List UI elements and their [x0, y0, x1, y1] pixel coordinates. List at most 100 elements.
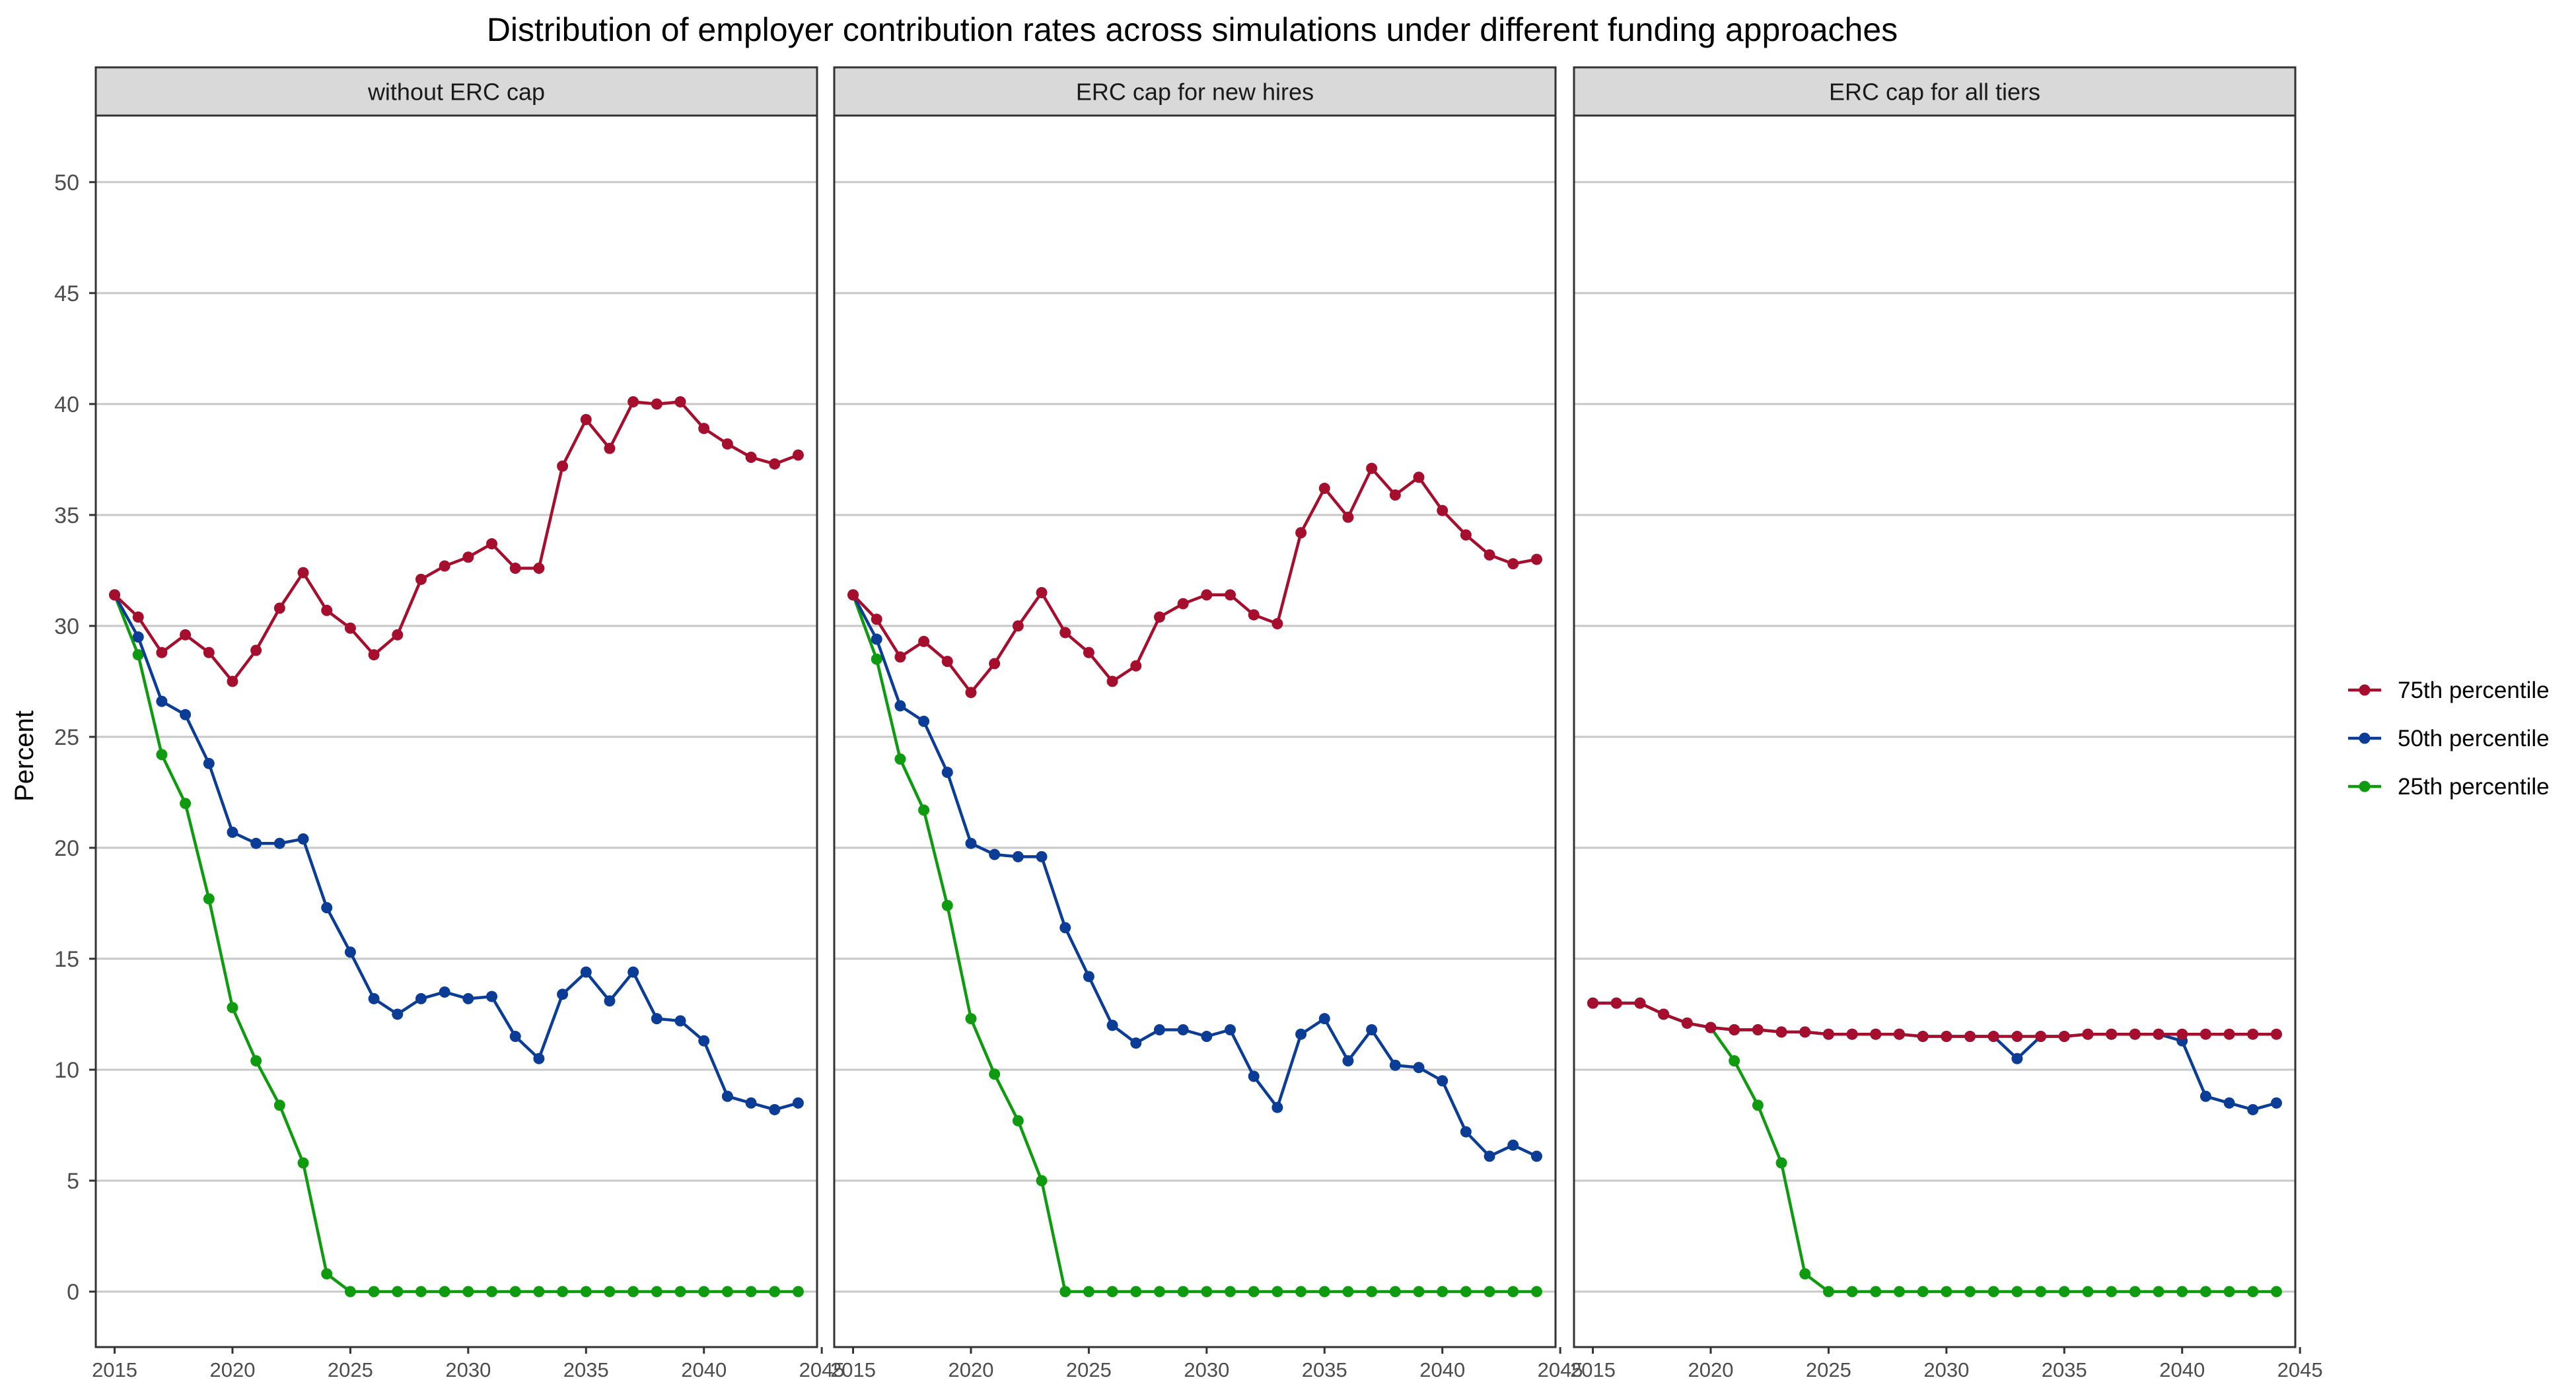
data-point: [533, 1286, 545, 1298]
x-tick-label: 2020: [209, 1358, 255, 1381]
data-point: [2270, 1286, 2282, 1298]
data-point: [486, 538, 498, 550]
data-point: [1036, 586, 1048, 598]
data-point: [1201, 589, 1213, 601]
y-tick-label: 25: [54, 725, 79, 750]
data-point: [1318, 1286, 1330, 1298]
data-point: [533, 1053, 545, 1064]
data-point: [1012, 1115, 1024, 1127]
data-point: [1437, 1075, 1449, 1087]
panel-border: [94, 114, 818, 1348]
legend-marker: [2359, 684, 2371, 696]
series-line: [1592, 1001, 2277, 1294]
data-point: [1413, 1286, 1425, 1298]
x-tick-label: 2015: [830, 1358, 876, 1381]
data-point: [698, 1286, 710, 1298]
x-tick-label: 2030: [445, 1358, 491, 1381]
data-point: [604, 995, 616, 1007]
data-point: [2058, 1031, 2070, 1043]
x-tick-label: 2015: [92, 1358, 137, 1381]
data-point: [1248, 1286, 1260, 1298]
data-point: [2270, 1097, 2282, 1109]
x-tick-label: 2030: [1184, 1358, 1229, 1381]
data-point: [918, 804, 930, 816]
series-p75: [847, 462, 1542, 699]
data-point: [439, 986, 450, 998]
data-point: [580, 966, 592, 978]
data-point: [2129, 1286, 2141, 1298]
data-point: [486, 1286, 498, 1298]
data-point: [368, 992, 380, 1004]
x-tick-label: 2025: [1806, 1358, 1851, 1381]
data-point: [1893, 1286, 1905, 1298]
y-tick-label: 45: [54, 281, 79, 306]
data-point: [2223, 1286, 2235, 1298]
data-point: [1587, 997, 1599, 1009]
x-tick-label: 2040: [681, 1358, 727, 1381]
x-tick-label: 2030: [1923, 1358, 1969, 1381]
y-tick-label: 0: [67, 1280, 79, 1305]
data-point: [580, 413, 592, 425]
series-line: [1592, 1001, 2277, 1038]
data-point: [1295, 1286, 1307, 1298]
data-point: [769, 1103, 781, 1115]
data-point: [1153, 1024, 1165, 1035]
data-point: [1036, 851, 1048, 862]
x-tick-label: 2040: [1419, 1358, 1465, 1381]
data-point: [792, 1097, 804, 1109]
data-point: [1083, 1286, 1094, 1298]
data-point: [415, 1286, 427, 1298]
panel-strip: [1573, 66, 2297, 117]
data-point: [321, 902, 333, 914]
data-point: [2035, 1031, 2047, 1043]
data-point: [2270, 1028, 2282, 1040]
data-point: [156, 749, 168, 761]
data-point: [557, 460, 569, 472]
data-point: [1106, 676, 1118, 687]
data-point: [1271, 1101, 1283, 1113]
data-point: [674, 1286, 686, 1298]
series-p75: [109, 396, 804, 687]
data-point: [533, 563, 545, 574]
panel-2: ERC cap for new hires 2015 2020 2025 2030 203…: [830, 66, 1583, 1381]
data-point: [1248, 1070, 1260, 1082]
panel-3: ERC cap for all tiers 2015 2020 2025 2030 203…: [1570, 66, 2323, 1381]
data-point: [1413, 471, 1425, 483]
data-point: [698, 423, 710, 434]
data-point: [1846, 1286, 1858, 1298]
data-point: [1012, 851, 1024, 862]
data-point: [604, 442, 616, 454]
data-point: [1153, 1286, 1165, 1298]
data-point: [1130, 1037, 1142, 1049]
data-point: [604, 1286, 616, 1298]
data-point: [745, 451, 757, 463]
data-point: [1964, 1031, 1976, 1043]
data-point: [2011, 1031, 2023, 1043]
series-line: [113, 594, 799, 1294]
data-point: [989, 1068, 1001, 1080]
data-point: [1752, 1099, 1764, 1111]
data-point: [2247, 1103, 2259, 1115]
data-point: [1799, 1268, 1811, 1280]
data-point: [273, 1099, 285, 1111]
data-point: [1012, 620, 1024, 632]
data-point: [745, 1097, 757, 1109]
y-tick-label: 30: [54, 614, 79, 639]
data-point: [651, 1286, 662, 1298]
data-point: [132, 611, 144, 623]
data-point: [1941, 1286, 1952, 1298]
data-point: [2129, 1028, 2141, 1040]
data-point: [392, 1286, 404, 1298]
data-point: [250, 1055, 262, 1067]
legend-item-p50: 50th percentile: [2348, 726, 2550, 751]
series-line: [851, 594, 1537, 1294]
data-point: [2106, 1286, 2118, 1298]
x-tick-label: 2020: [1688, 1358, 1733, 1381]
data-point: [227, 1002, 238, 1014]
data-point: [2223, 1028, 2235, 1040]
y-tick-label: 20: [54, 836, 79, 861]
data-point: [1917, 1286, 1929, 1298]
legend-item-p25: 25th percentile: [2348, 774, 2550, 800]
data-point: [651, 398, 662, 410]
